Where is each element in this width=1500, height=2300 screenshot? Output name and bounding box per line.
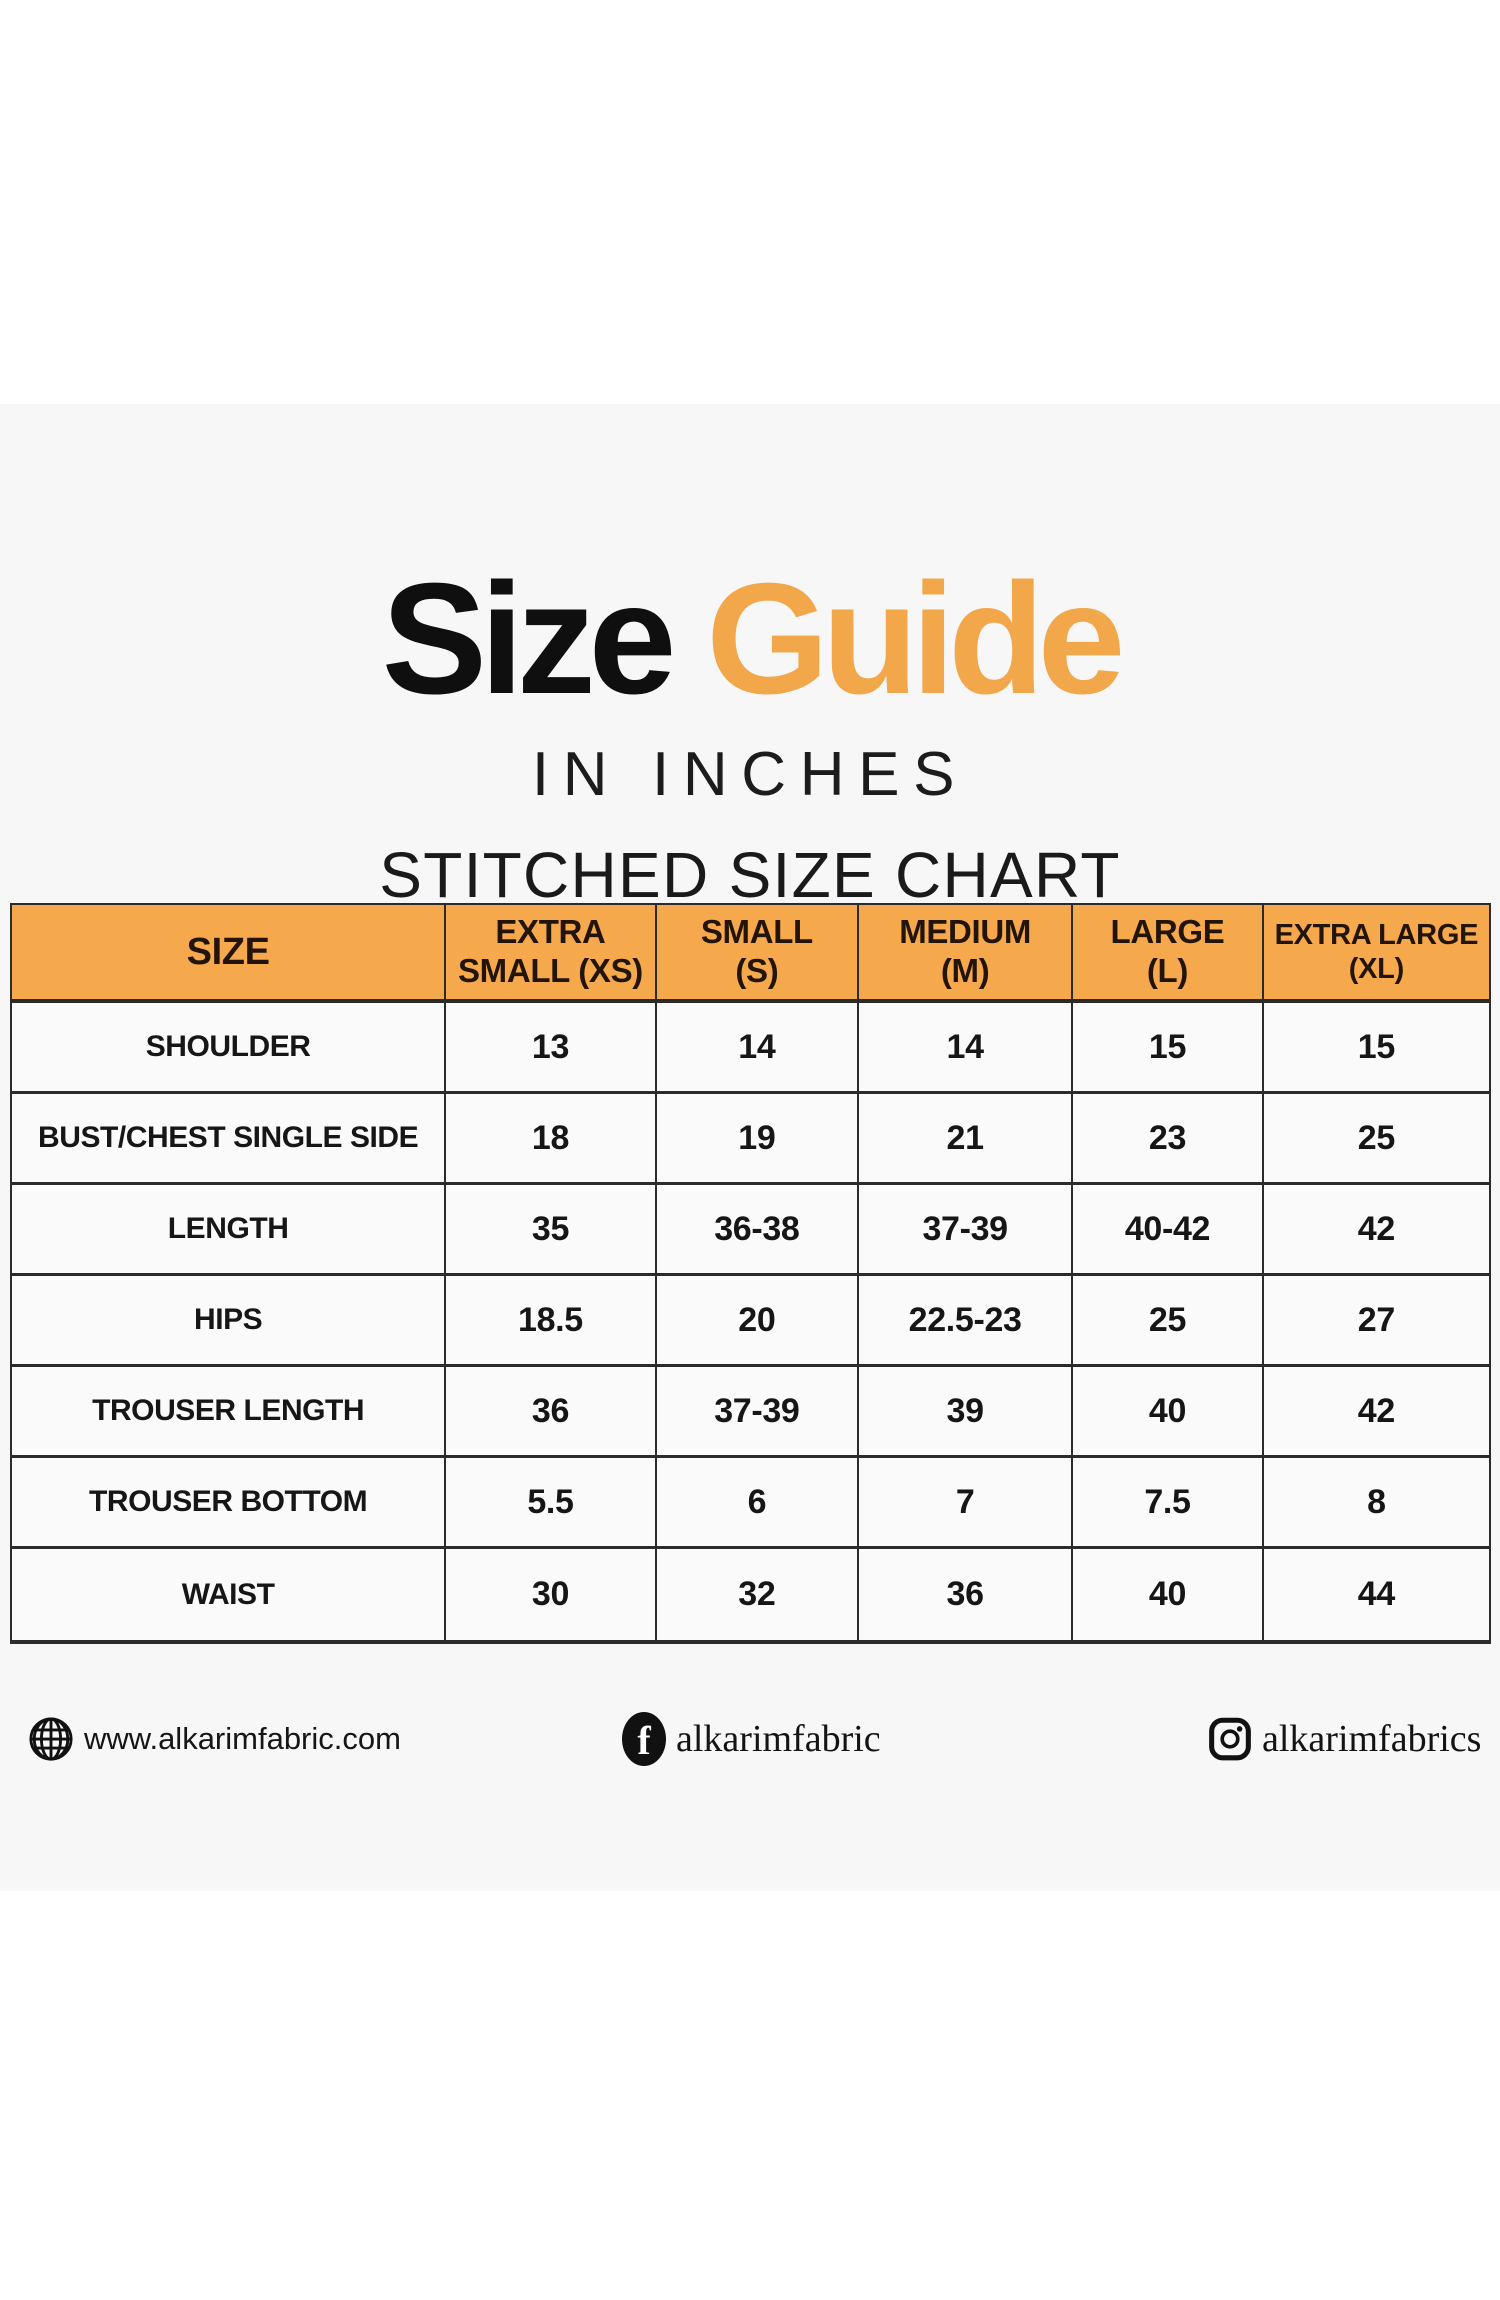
row-label: TROUSER LENGTH xyxy=(12,1367,447,1455)
cell-value: 8 xyxy=(1263,1458,1489,1546)
table-header-row: SIZE EXTRA SMALL (XS) SMALL (S) MEDIUM (… xyxy=(12,905,1489,1003)
cell-value: 40 xyxy=(1073,1367,1264,1455)
cell-value: 7 xyxy=(859,1458,1074,1546)
page-title: Size Guide xyxy=(0,560,1500,718)
cell-value: 5.5 xyxy=(446,1458,657,1546)
subtitle-in-inches: IN INCHES xyxy=(531,740,969,809)
cell-value: 27 xyxy=(1263,1276,1489,1364)
row-label: WAIST xyxy=(12,1549,447,1640)
cell-value: 15 xyxy=(1263,1003,1489,1091)
cell-value: 37-39 xyxy=(656,1367,860,1455)
column-header-small: SMALL (S) xyxy=(656,905,860,999)
facebook-icon: f xyxy=(622,1712,666,1766)
row-label: HIPS xyxy=(12,1276,447,1364)
cell-value: 32 xyxy=(656,1549,860,1640)
cell-value: 36 xyxy=(446,1367,657,1455)
cell-value: 39 xyxy=(859,1367,1074,1455)
table-row-shoulder: SHOULDER 13 14 14 15 15 xyxy=(12,1003,1489,1094)
cell-value: 18.5 xyxy=(446,1276,657,1364)
row-label: LENGTH xyxy=(12,1185,447,1273)
title-word-size: Size xyxy=(381,551,677,727)
size-chart-table: SIZE EXTRA SMALL (XS) SMALL (S) MEDIUM (… xyxy=(10,903,1491,1644)
cell-value: 36 xyxy=(859,1549,1074,1640)
instagram-handle: alkarimfabrics xyxy=(1262,1718,1482,1760)
cell-value: 35 xyxy=(446,1185,657,1273)
cell-value: 44 xyxy=(1263,1549,1489,1640)
column-header-size: SIZE xyxy=(12,905,447,999)
facebook-handle: alkarimfabric xyxy=(676,1718,881,1760)
table-row-hips: HIPS 18.5 20 22.5-23 25 27 xyxy=(12,1276,1489,1367)
globe-icon xyxy=(29,1717,73,1761)
table-row-trouser-bottom: TROUSER BOTTOM 5.5 6 7 7.5 8 xyxy=(12,1458,1489,1549)
row-label: TROUSER BOTTOM xyxy=(12,1458,447,1546)
cell-value: 7.5 xyxy=(1073,1458,1264,1546)
row-label: BUST/CHEST SINGLE SIDE xyxy=(12,1094,447,1182)
row-label: SHOULDER xyxy=(12,1003,447,1091)
cell-value: 25 xyxy=(1263,1094,1489,1182)
footer-instagram: alkarimfabrics xyxy=(1208,1710,1481,1768)
cell-value: 20 xyxy=(656,1276,860,1364)
cell-value: 21 xyxy=(859,1094,1074,1182)
cell-value: 18 xyxy=(446,1094,657,1182)
cell-value: 15 xyxy=(1073,1003,1264,1091)
cell-value: 14 xyxy=(859,1003,1074,1091)
footer-facebook: f alkarimfabric xyxy=(622,1710,881,1768)
cell-value: 42 xyxy=(1263,1185,1489,1273)
cell-value: 40-42 xyxy=(1073,1185,1264,1273)
instagram-icon xyxy=(1209,1717,1251,1761)
table-row-length: LENGTH 35 36-38 37-39 40-42 42 xyxy=(12,1185,1489,1276)
table-row-trouser-length: TROUSER LENGTH 36 37-39 39 40 42 xyxy=(12,1367,1489,1458)
cell-value: 19 xyxy=(656,1094,860,1182)
cell-value: 25 xyxy=(1073,1276,1264,1364)
column-header-medium: MEDIUM (M) xyxy=(859,905,1074,999)
cell-value: 23 xyxy=(1073,1094,1264,1182)
subtitle-stitched-size-chart: STITCHED SIZE CHART xyxy=(379,839,1121,911)
cell-value: 36-38 xyxy=(656,1185,860,1273)
table-row-bust-chest: BUST/CHEST SINGLE SIDE 18 19 21 23 25 xyxy=(12,1094,1489,1185)
cell-value: 6 xyxy=(656,1458,860,1546)
cell-value: 22.5-23 xyxy=(859,1276,1074,1364)
cell-value: 37-39 xyxy=(859,1185,1074,1273)
column-header-large: LARGE (L) xyxy=(1073,905,1264,999)
cell-value: 14 xyxy=(656,1003,860,1091)
footer-website: www.alkarimfabric.com xyxy=(28,1710,401,1768)
table-row-waist: WAIST 30 32 36 40 44 xyxy=(12,1549,1489,1640)
cell-value: 40 xyxy=(1073,1549,1264,1640)
column-header-extra-large: EXTRA LARGE (XL) xyxy=(1263,905,1489,999)
website-url: www.alkarimfabric.com xyxy=(84,1721,401,1756)
cell-value: 13 xyxy=(446,1003,657,1091)
title-word-guide: Guide xyxy=(706,551,1125,727)
column-header-extra-small: EXTRA SMALL (XS) xyxy=(446,905,657,999)
cell-value: 42 xyxy=(1263,1367,1489,1455)
cell-value: 30 xyxy=(446,1549,657,1640)
